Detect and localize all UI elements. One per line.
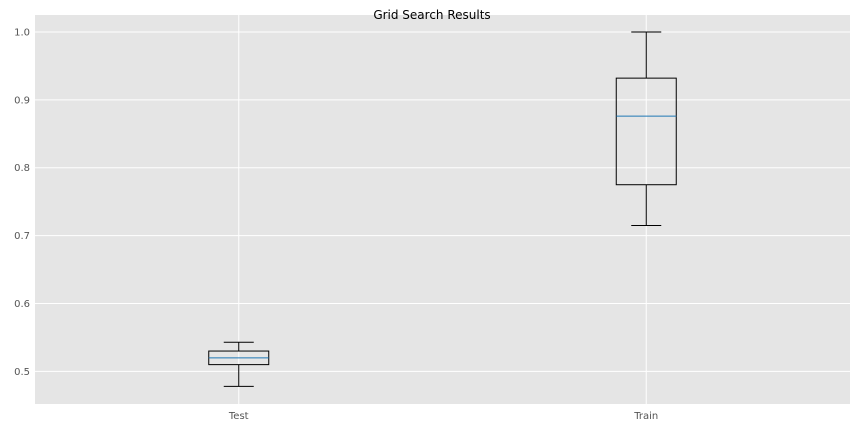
y-tick-label: 0.7 [14, 231, 30, 242]
chart-title: Grid Search Results [373, 8, 490, 22]
y-tick-label: 0.9 [14, 95, 30, 106]
box-test [208, 341, 270, 387]
plot-area [35, 15, 850, 404]
x-axis-ticks: Test Train [228, 411, 658, 422]
y-tick-label: 0.8 [14, 163, 30, 174]
y-axis-ticks: 0.5 0.6 0.7 0.8 0.9 1.0 [14, 27, 30, 377]
x-tick-label: Train [633, 411, 658, 422]
iqr-box [615, 77, 677, 186]
box-series [208, 31, 677, 387]
box-train [615, 31, 677, 226]
y-tick-label: 0.6 [14, 299, 30, 310]
x-tick-label: Test [228, 411, 249, 422]
y-tick-label: 0.5 [14, 367, 30, 378]
y-tick-label: 1.0 [14, 27, 30, 38]
grid-lines [35, 15, 850, 404]
